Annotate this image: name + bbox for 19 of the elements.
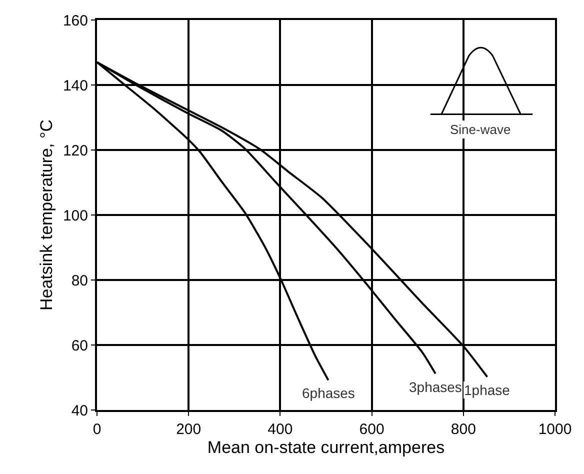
x-tick-label: 600 bbox=[359, 421, 384, 438]
y-tick-label: 40 bbox=[71, 402, 88, 420]
y-tick-label: 140 bbox=[62, 77, 88, 94]
x-tick-label: 0 bbox=[92, 421, 102, 438]
y-tick-label: 120 bbox=[62, 142, 88, 160]
x-tick-label: 800 bbox=[450, 421, 476, 438]
y-tick-label: 60 bbox=[71, 337, 88, 354]
series-label: 6phases bbox=[302, 385, 355, 401]
x-axis-title: Mean on-state current,amperes bbox=[207, 438, 445, 457]
series-label: 1phase bbox=[464, 382, 510, 398]
x-tick-label: 1000 bbox=[538, 421, 572, 438]
x-tick-label: 400 bbox=[268, 421, 293, 438]
series-label: 3phases bbox=[409, 379, 462, 395]
y-tick-label: 160 bbox=[62, 12, 88, 30]
y-tick-label: 80 bbox=[71, 272, 88, 290]
x-tick-label: 200 bbox=[176, 421, 202, 438]
y-tick-label: 100 bbox=[62, 207, 88, 224]
y-axis-title: Heatsink temperature, °C bbox=[37, 119, 56, 311]
annotation: Sine-wave bbox=[450, 122, 511, 137]
